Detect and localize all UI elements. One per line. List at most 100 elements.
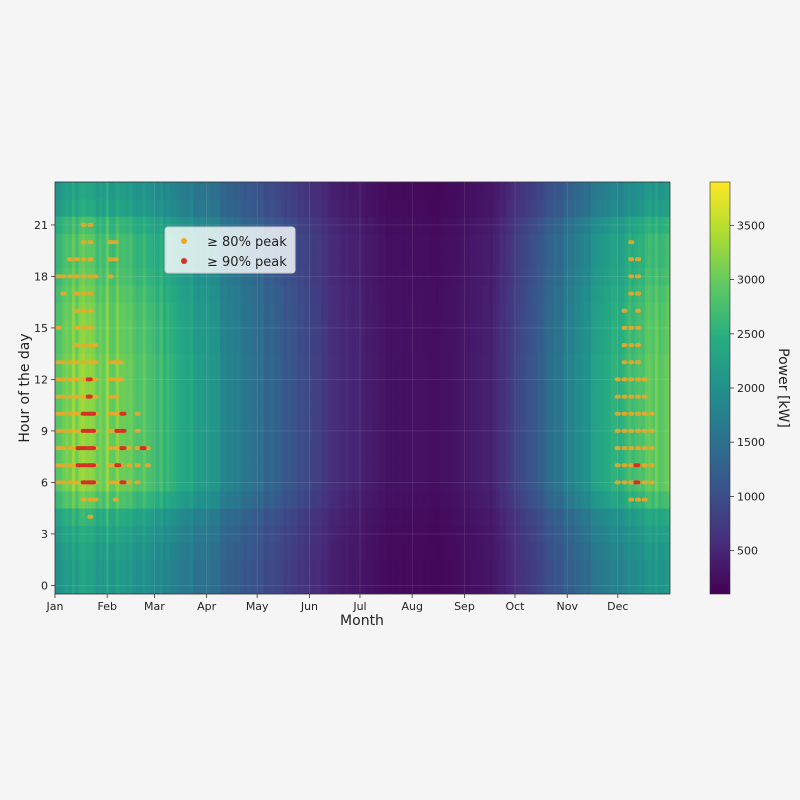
heatmap-cell bbox=[584, 542, 588, 561]
marker-80pct bbox=[87, 257, 94, 262]
heatmap-cell bbox=[354, 542, 359, 561]
heatmap-cell bbox=[193, 285, 197, 303]
heatmap-cell bbox=[112, 285, 117, 303]
heatmap-cell bbox=[570, 405, 575, 423]
heatmap-cell bbox=[270, 542, 275, 561]
heatmap-cell bbox=[95, 182, 100, 200]
heatmap-cell bbox=[142, 542, 147, 561]
heatmap-cell bbox=[361, 319, 366, 337]
heatmap-cell bbox=[543, 233, 548, 252]
heatmap-cell bbox=[311, 473, 315, 492]
heatmap-cell bbox=[105, 525, 110, 543]
heatmap-cell bbox=[648, 370, 652, 389]
heatmap-cell bbox=[270, 216, 275, 234]
heatmap-cell bbox=[506, 233, 511, 252]
heatmap-cell bbox=[274, 216, 278, 234]
heatmap-cell bbox=[536, 319, 541, 337]
heatmap-cell bbox=[553, 491, 558, 509]
heatmap-cell bbox=[284, 302, 288, 320]
heatmap-cell bbox=[311, 216, 315, 234]
marker-80pct bbox=[621, 343, 628, 348]
heatmap-cell bbox=[456, 525, 460, 543]
heatmap-cell bbox=[129, 285, 133, 303]
heatmap-cell bbox=[530, 182, 534, 200]
heatmap-cell bbox=[459, 182, 464, 200]
heatmap-cell bbox=[233, 439, 238, 458]
heatmap-cell bbox=[523, 233, 528, 252]
heatmap-cell bbox=[563, 576, 568, 594]
heatmap-cell bbox=[425, 473, 430, 492]
heatmap-cell bbox=[125, 336, 130, 355]
heatmap-cell bbox=[378, 542, 383, 561]
heatmap-cell bbox=[216, 559, 221, 578]
heatmap-cell bbox=[334, 336, 339, 355]
heatmap-cell bbox=[216, 302, 221, 320]
heatmap-cell bbox=[257, 525, 261, 543]
heatmap-cell bbox=[439, 250, 443, 269]
heatmap-cell bbox=[331, 491, 336, 509]
heatmap-cell bbox=[445, 405, 450, 423]
heatmap-cell bbox=[196, 456, 201, 475]
heatmap-cell bbox=[132, 370, 137, 389]
heatmap-cell bbox=[331, 336, 336, 355]
heatmap-cell bbox=[236, 559, 241, 578]
heatmap-cell bbox=[284, 576, 288, 594]
heatmap-cell bbox=[499, 576, 504, 594]
heatmap-cell bbox=[378, 576, 383, 594]
heatmap-cell bbox=[425, 370, 430, 389]
heatmap-cell bbox=[95, 216, 100, 234]
heatmap-cell bbox=[395, 388, 400, 406]
heatmap-cell bbox=[509, 559, 514, 578]
heatmap-cell bbox=[600, 508, 605, 526]
heatmap-cell bbox=[102, 353, 106, 372]
heatmap-cell bbox=[590, 388, 595, 406]
heatmap-cell bbox=[378, 250, 383, 269]
heatmap-cell bbox=[354, 233, 359, 252]
heatmap-cell bbox=[664, 439, 669, 458]
heatmap-cell bbox=[341, 182, 346, 200]
heatmap-cell bbox=[159, 576, 164, 594]
heatmap-cell bbox=[92, 319, 96, 337]
heatmap-cell bbox=[533, 405, 538, 423]
heatmap-cell bbox=[560, 456, 565, 475]
heatmap-cell bbox=[112, 576, 117, 594]
heatmap-cell bbox=[216, 182, 221, 200]
marker-90pct bbox=[80, 463, 88, 468]
heatmap-cell bbox=[294, 216, 299, 234]
heatmap-cell bbox=[543, 370, 548, 389]
heatmap-cell bbox=[166, 319, 170, 337]
heatmap-cell bbox=[294, 508, 299, 526]
heatmap-cell bbox=[547, 233, 551, 252]
heatmap-cell bbox=[621, 525, 625, 543]
heatmap-cell bbox=[206, 216, 211, 234]
heatmap-cell bbox=[216, 336, 221, 355]
heatmap-cell bbox=[371, 250, 376, 269]
heatmap-cell bbox=[365, 525, 369, 543]
heatmap-cell bbox=[358, 199, 363, 217]
heatmap-cell bbox=[476, 267, 480, 286]
legend-label-80: ≥ 80% peak bbox=[207, 235, 287, 250]
heatmap-cell bbox=[385, 250, 390, 269]
heatmap-cell bbox=[297, 216, 302, 234]
heatmap-cell bbox=[149, 559, 154, 578]
heatmap-cell bbox=[496, 473, 501, 492]
heatmap-cell bbox=[129, 559, 133, 578]
heatmap-cell bbox=[381, 525, 386, 543]
heatmap-cell bbox=[540, 267, 545, 286]
heatmap-cell bbox=[156, 559, 160, 578]
heatmap-cell bbox=[102, 267, 106, 286]
heatmap-cell bbox=[297, 319, 302, 337]
heatmap-cell bbox=[189, 370, 194, 389]
heatmap-cell bbox=[108, 508, 113, 526]
heatmap-cell bbox=[331, 285, 336, 303]
heatmap-cell bbox=[58, 302, 63, 320]
heatmap-cell bbox=[553, 508, 558, 526]
heatmap-cell bbox=[159, 491, 164, 509]
heatmap-cell bbox=[284, 285, 288, 303]
heatmap-cell bbox=[516, 353, 521, 372]
heatmap-cell bbox=[270, 319, 275, 337]
heatmap-cell bbox=[476, 542, 480, 561]
heatmap-cell bbox=[331, 267, 336, 286]
marker-80pct bbox=[112, 360, 119, 365]
heatmap-cell bbox=[358, 542, 363, 561]
